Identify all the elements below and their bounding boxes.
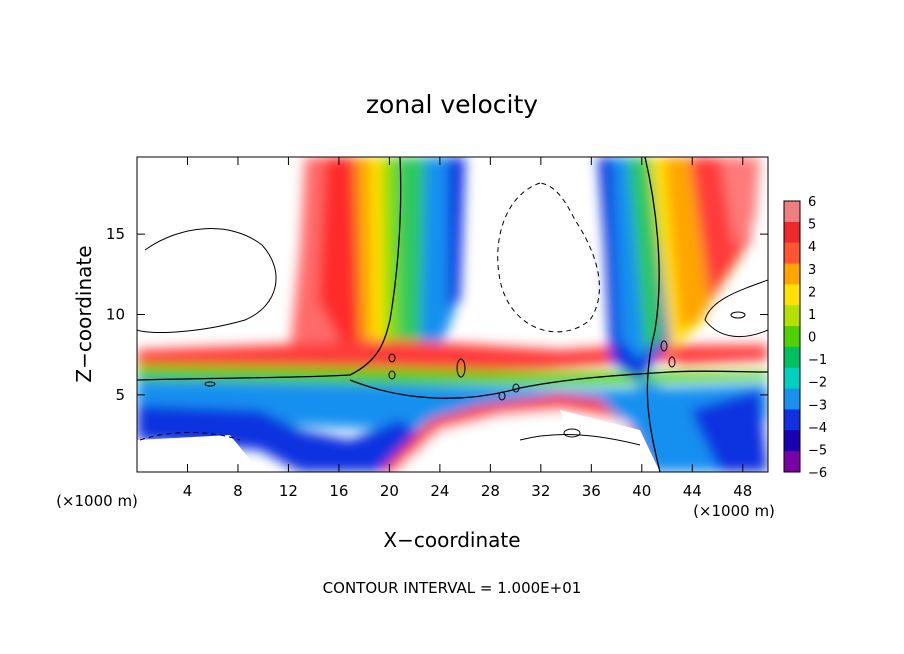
x-tick-label: 36 — [582, 482, 601, 500]
x-axis-label: X−coordinate — [383, 528, 520, 552]
colorbar-label: 3 — [808, 263, 816, 278]
colorbar-label: 6 — [808, 195, 816, 210]
y-tick-label: 10 — [106, 306, 125, 324]
x-tick-label: 32 — [531, 482, 550, 500]
colorbar-segment — [784, 326, 800, 348]
colorbar-segment — [784, 451, 800, 473]
colorbar: 6 5 4 3 2 1 0 −1 −2 −3 −4 −5 −6 — [783, 195, 827, 481]
x-tick-label: 48 — [733, 482, 752, 500]
colorbar-segment — [784, 430, 800, 452]
y-axis-label: Z−coordinate — [72, 245, 96, 382]
x-tick-label: 16 — [329, 482, 348, 500]
colorbar-label: −2 — [808, 376, 827, 391]
contour-lines — [137, 157, 768, 472]
colorbar-segment — [784, 346, 800, 369]
x-axis: 4 8 12 16 20 24 28 32 36 40 44 48 — [183, 157, 752, 500]
x-tick-label: 24 — [430, 482, 449, 500]
colorbar-label: −5 — [808, 443, 827, 458]
x-unit-right: (×1000 m) — [693, 502, 775, 520]
colorbar-label: −6 — [808, 466, 827, 481]
colorbar-label: −3 — [808, 398, 827, 413]
y-axis: 5 10 15 — [106, 225, 768, 404]
colorbar-label: 1 — [808, 308, 816, 323]
colorbar-segment — [784, 242, 800, 265]
colorbar-segment — [784, 201, 800, 223]
colorbar-label: 2 — [808, 285, 816, 300]
chart-title: zonal velocity — [366, 90, 538, 119]
colorbar-label: 4 — [808, 240, 816, 255]
colorbar-segment — [784, 367, 800, 390]
x-tick-label: 20 — [380, 482, 399, 500]
y-tick-label: 5 — [115, 386, 125, 404]
colorbar-segment — [784, 263, 800, 285]
y-tick-label: 15 — [106, 225, 125, 243]
x-tick-label: 4 — [183, 482, 193, 500]
contour-interval-footer: CONTOUR INTERVAL = 1.000E+01 — [323, 579, 582, 597]
colorbar-segment — [784, 305, 800, 327]
colorbar-label: −1 — [808, 353, 827, 368]
x-tick-label: 44 — [683, 482, 702, 500]
colorbar-segment — [784, 284, 800, 306]
colorbar-segment — [784, 388, 800, 410]
colorbar-label: 5 — [808, 218, 816, 233]
x-unit-left: (×1000 m) — [56, 492, 138, 510]
x-tick-label: 12 — [279, 482, 298, 500]
colorbar-segment — [784, 409, 800, 431]
colorbar-frame — [783, 200, 801, 473]
velocity-field — [137, 157, 768, 472]
x-tick-label: 8 — [233, 482, 243, 500]
colorbar-label: 0 — [808, 331, 816, 346]
x-tick-label: 40 — [632, 482, 651, 500]
colorbar-segment — [784, 221, 800, 244]
x-tick-label: 28 — [481, 482, 500, 500]
colorbar-label: −4 — [808, 421, 827, 436]
